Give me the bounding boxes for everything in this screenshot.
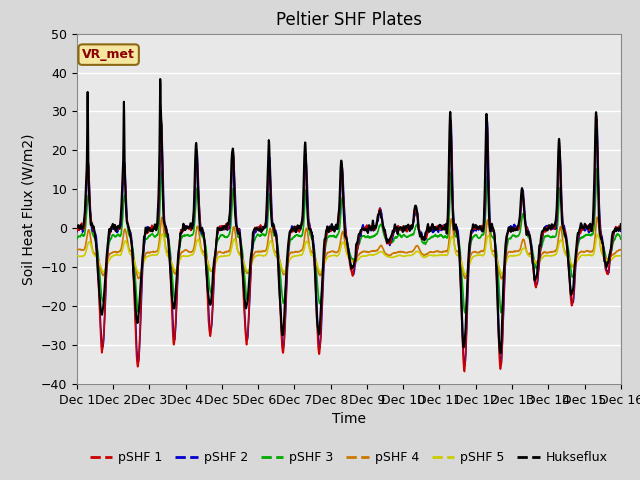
pSHF 5 (617, 253, 625, 259)
pSHF 2 (584, 227, 592, 233)
pSHF 4 (617, 247, 625, 252)
pSHF 3 (365, 234, 372, 240)
pSHF 4 (73, 247, 81, 253)
pSHF 2 (461, 363, 468, 369)
Hukseflux (617, 221, 625, 227)
pSHF 5 (73, 253, 81, 259)
pSHF 2 (73, 229, 81, 235)
pSHF 1 (593, 113, 600, 119)
pSHF 2 (507, 223, 515, 229)
Hukseflux (73, 225, 81, 230)
pSHF 5 (461, 272, 469, 277)
pSHF 5 (225, 252, 232, 258)
pSHF 1 (461, 369, 468, 374)
pSHF 3 (376, 223, 384, 228)
pSHF 4 (365, 249, 372, 255)
Line: Hukseflux: Hukseflux (77, 79, 621, 353)
Line: pSHF 2: pSHF 2 (77, 119, 621, 366)
pSHF 3 (617, 236, 625, 242)
Line: pSHF 4: pSHF 4 (77, 217, 621, 279)
pSHF 1 (73, 228, 81, 233)
pSHF 1 (507, 228, 515, 234)
pSHF 4 (507, 249, 515, 255)
pSHF 3 (73, 237, 81, 242)
pSHF 2 (593, 116, 601, 122)
Hukseflux (225, 219, 232, 225)
pSHF 3 (584, 231, 592, 237)
pSHF 3 (507, 235, 515, 241)
pSHF 5 (584, 252, 592, 258)
pSHF 3 (569, 274, 577, 279)
Hukseflux (376, 211, 384, 216)
Line: pSHF 3: pSHF 3 (77, 168, 621, 313)
pSHF 3 (225, 233, 232, 239)
X-axis label: Time: Time (332, 412, 366, 426)
pSHF 2 (365, 225, 372, 230)
pSHF 1 (617, 225, 625, 231)
pSHF 4 (376, 243, 384, 249)
pSHF 5 (508, 253, 515, 259)
Hukseflux (570, 286, 577, 291)
Y-axis label: Soil Heat Flux (W/m2): Soil Heat Flux (W/m2) (21, 133, 35, 285)
pSHF 2 (617, 228, 625, 234)
pSHF 4 (584, 248, 592, 253)
pSHF 1 (584, 225, 592, 231)
Hukseflux (584, 226, 592, 232)
pSHF 5 (570, 263, 577, 269)
pSHF 4 (225, 249, 232, 254)
pSHF 4 (569, 264, 577, 269)
Title: Peltier SHF Plates: Peltier SHF Plates (276, 11, 422, 29)
Line: pSHF 1: pSHF 1 (77, 116, 621, 372)
pSHF 1 (569, 298, 577, 303)
Line: pSHF 5: pSHF 5 (77, 234, 621, 275)
Hukseflux (156, 76, 164, 82)
pSHF 4 (497, 276, 505, 282)
pSHF 1 (365, 226, 372, 232)
pSHF 4 (593, 215, 601, 220)
Text: VR_met: VR_met (82, 48, 135, 61)
pSHF 2 (376, 205, 384, 211)
pSHF 5 (365, 252, 372, 258)
pSHF 3 (593, 166, 601, 171)
Hukseflux (497, 350, 504, 356)
pSHF 2 (569, 299, 577, 305)
pSHF 5 (159, 231, 166, 237)
pSHF 1 (376, 206, 384, 212)
pSHF 1 (225, 224, 232, 230)
pSHF 3 (461, 310, 468, 316)
pSHF 2 (225, 226, 232, 232)
pSHF 5 (376, 249, 384, 255)
Legend: pSHF 1, pSHF 2, pSHF 3, pSHF 4, pSHF 5, Hukseflux: pSHF 1, pSHF 2, pSHF 3, pSHF 4, pSHF 5, … (84, 446, 613, 469)
Hukseflux (365, 225, 372, 230)
Hukseflux (508, 228, 515, 233)
